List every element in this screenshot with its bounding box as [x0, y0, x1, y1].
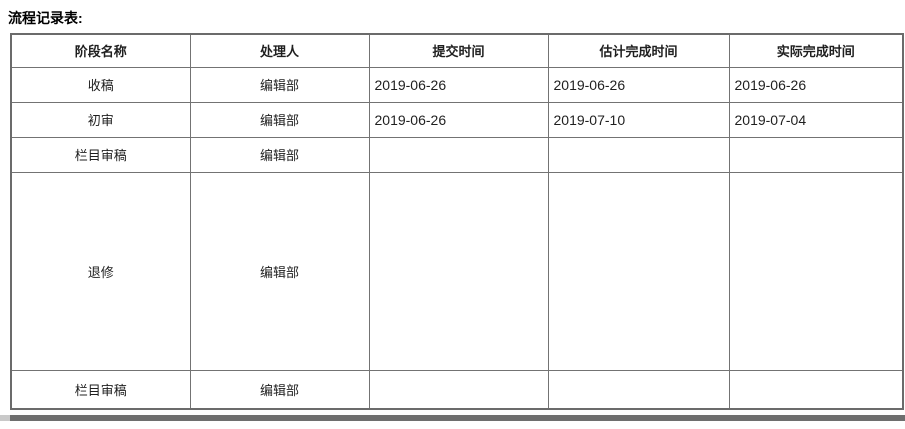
table-row: 初审 编辑部 2019-06-26 2019-07-10 2019-07-04: [10, 101, 904, 138]
header-stage-name: 阶段名称: [10, 33, 191, 68]
cell-submit-time: 2019-06-26: [368, 66, 549, 103]
header-estimated-time: 估计完成时间: [547, 33, 730, 68]
cell-estimated-time: 2019-07-10: [547, 101, 730, 138]
cell-submit-time: [368, 136, 549, 173]
cell-handler: 编辑部: [189, 136, 370, 173]
cell-stage-name: 栏目审稿: [10, 369, 191, 410]
cell-actual-time: [728, 171, 904, 371]
cell-actual-time: 2019-07-04: [728, 101, 904, 138]
cell-estimated-time: [547, 369, 730, 410]
cell-estimated-time: [547, 136, 730, 173]
cell-stage-name: 初审: [10, 101, 191, 138]
cell-handler: 编辑部: [189, 171, 370, 371]
cell-actual-time: [728, 136, 904, 173]
table-row: 退修 编辑部: [10, 171, 904, 371]
process-table-body: 收稿 编辑部 2019-06-26 2019-06-26 2019-06-26 初审 编辑部…: [10, 66, 904, 410]
header-submit-time: 提交时间: [368, 33, 549, 68]
table-row: 栏目审稿 编辑部: [10, 369, 904, 410]
process-record-table: 阶段名称 处理人 提交时间 估计完成时间 实际完成时间 收稿 编辑部 2019-06…: [10, 33, 904, 410]
cell-stage-name: 栏目审稿: [10, 136, 191, 173]
cell-submit-time: [368, 369, 549, 410]
horizontal-scrollbar[interactable]: [0, 415, 905, 421]
cell-handler: 编辑部: [189, 101, 370, 138]
cell-handler: 编辑部: [189, 369, 370, 410]
cell-actual-time: 2019-06-26: [728, 66, 904, 103]
table-row: 栏目审稿 编辑部: [10, 136, 904, 173]
page-title: 流程记录表:: [8, 10, 83, 26]
cell-handler: 编辑部: [189, 66, 370, 103]
header-handler: 处理人: [189, 33, 370, 68]
cell-stage-name: 退修: [10, 171, 191, 371]
table-header-row: 阶段名称 处理人 提交时间 估计完成时间 实际完成时间: [10, 33, 904, 68]
cell-estimated-time: 2019-06-26: [547, 66, 730, 103]
header-actual-time: 实际完成时间: [728, 33, 904, 68]
cell-submit-time: 2019-06-26: [368, 101, 549, 138]
cell-actual-time: [728, 369, 904, 410]
horizontal-scrollbar-thumb[interactable]: [10, 415, 905, 421]
cell-estimated-time: [547, 171, 730, 371]
table-row: 收稿 编辑部 2019-06-26 2019-06-26 2019-06-26: [10, 66, 904, 103]
cell-stage-name: 收稿: [10, 66, 191, 103]
cell-submit-time: [368, 171, 549, 371]
